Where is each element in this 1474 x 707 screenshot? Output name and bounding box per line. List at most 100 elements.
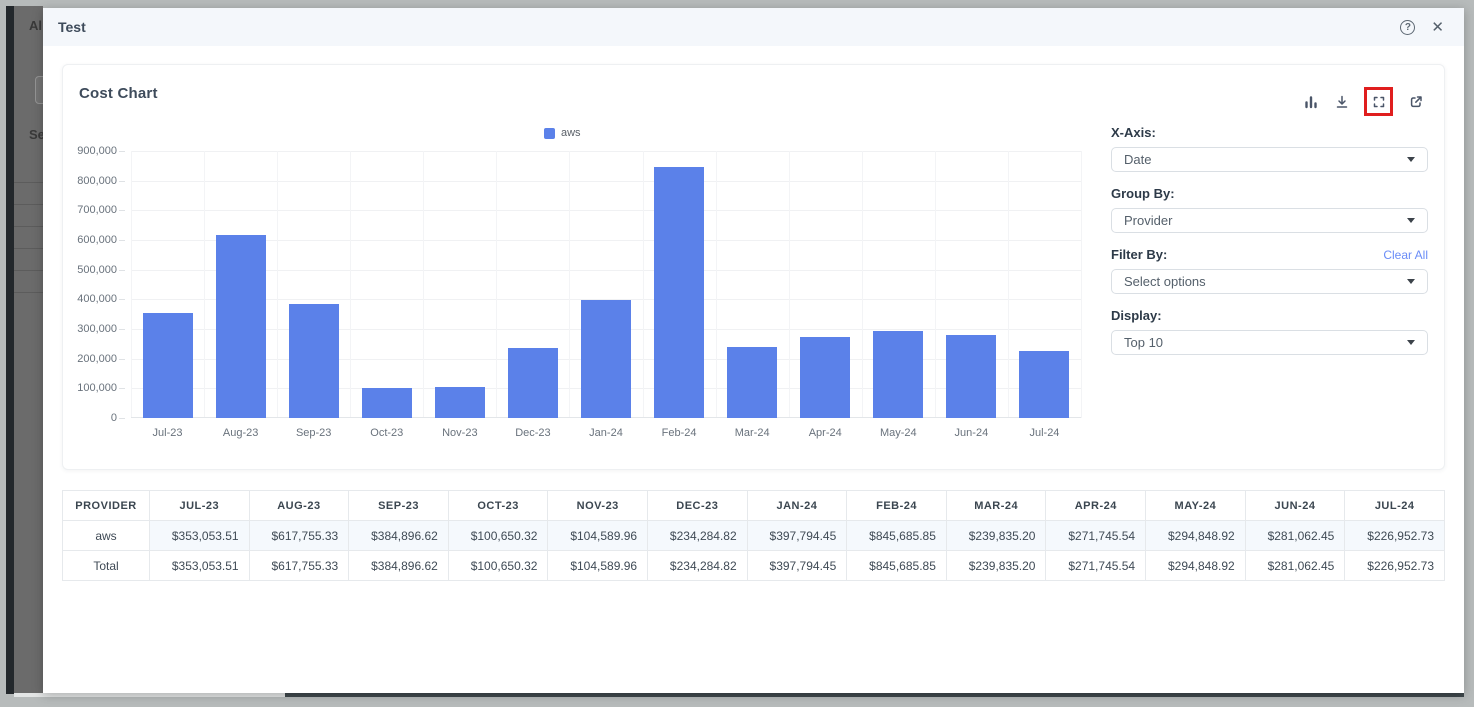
chart-bar-Apr-24[interactable] bbox=[800, 337, 850, 418]
x-tick-label: Dec-23 bbox=[515, 427, 551, 439]
x-tick-label: Jul-24 bbox=[1029, 427, 1060, 439]
y-tick bbox=[119, 210, 125, 212]
table-cell-value: $281,062.45 bbox=[1244, 550, 1346, 581]
chart-bar-Jul-24[interactable] bbox=[1019, 351, 1069, 418]
gridline bbox=[569, 151, 571, 418]
gridline bbox=[934, 151, 936, 418]
display-selected-value: Top 10 bbox=[1124, 335, 1164, 350]
table-cell-value: $617,755.33 bbox=[248, 520, 350, 551]
gridline bbox=[131, 151, 1081, 152]
cost-chart-card: Cost Chart aws 0 100,000 200,000 300,000 400… bbox=[62, 64, 1445, 470]
x-axis-label: X-Axis: bbox=[1111, 125, 1156, 140]
background-table-line bbox=[14, 292, 43, 293]
close-icon[interactable]: ✕ bbox=[1431, 18, 1444, 36]
y-tick bbox=[119, 240, 125, 241]
chart-bar-Nov-23[interactable] bbox=[435, 387, 485, 418]
table-cell-value: $226,952.73 bbox=[1344, 550, 1445, 581]
background-clipped-text: Al bbox=[29, 18, 42, 33]
gridline bbox=[350, 151, 352, 418]
table-cell-value: $234,284.82 bbox=[647, 520, 748, 551]
legend-item-aws[interactable]: aws bbox=[544, 127, 581, 139]
chevron-down-icon bbox=[1407, 157, 1415, 162]
display-select[interactable]: Top 10 bbox=[1111, 330, 1428, 355]
bar-chart-plot bbox=[131, 151, 1082, 418]
table-header-nov-23: NOV-23 bbox=[547, 490, 649, 521]
table-cell-value: $384,896.62 bbox=[348, 520, 449, 551]
chart-bar-Feb-24[interactable] bbox=[654, 167, 704, 418]
table-row-total: Total $353,053.51 $617,755.33 $384,896.62 $1… bbox=[62, 550, 1445, 581]
legend-swatch bbox=[544, 127, 555, 139]
table-header-jan-24: JAN-24 bbox=[746, 490, 848, 521]
group-by-selected-value: Provider bbox=[1124, 213, 1173, 228]
chart-bar-Aug-23[interactable] bbox=[216, 235, 266, 418]
x-tick-label: Nov-23 bbox=[442, 427, 478, 439]
x-tick-label: Sep-23 bbox=[295, 427, 332, 439]
table-header-apr-24: APR-24 bbox=[1045, 490, 1147, 521]
chart-bar-May-24[interactable] bbox=[873, 331, 923, 418]
y-tick bbox=[119, 299, 125, 301]
chevron-down-icon bbox=[1407, 340, 1415, 345]
cost-table: PROVIDER JUL-23 AUG-23 SEP-23 OCT-23 NOV-23 DE… bbox=[62, 490, 1445, 581]
group-by-select[interactable]: Provider bbox=[1111, 208, 1428, 233]
chart-bar-Jul-23[interactable] bbox=[143, 313, 193, 418]
x-tick-label: Oct-23 bbox=[370, 427, 404, 439]
table-cell-value: $226,952.73 bbox=[1344, 520, 1445, 551]
chevron-down-icon bbox=[1407, 218, 1415, 223]
window-bottom-edge bbox=[14, 693, 285, 697]
gridline bbox=[204, 151, 206, 418]
table-cell-value: $234,284.82 bbox=[647, 550, 748, 581]
table-header-oct-23: OCT-23 bbox=[447, 490, 549, 521]
table-cell-value: $845,685.85 bbox=[846, 520, 947, 551]
clear-all-link[interactable]: Clear All bbox=[1383, 248, 1428, 262]
gridline bbox=[1081, 151, 1082, 418]
y-tick bbox=[119, 151, 125, 152]
table-cell-provider: aws bbox=[62, 520, 150, 551]
table-cell-value: $294,848.92 bbox=[1145, 550, 1246, 581]
y-tick-label: 300,000 bbox=[77, 323, 117, 335]
open-in-new-icon[interactable] bbox=[1407, 93, 1424, 110]
y-tick-label: 400,000 bbox=[77, 293, 117, 306]
chart-bar-Jun-24[interactable] bbox=[946, 335, 996, 418]
background-table-line bbox=[14, 226, 43, 227]
chart-bar-Jan-24[interactable] bbox=[581, 300, 631, 418]
x-tick-label: Mar-24 bbox=[734, 427, 770, 439]
background-search-box bbox=[35, 76, 43, 104]
annotation-highlight-box bbox=[1364, 87, 1393, 116]
display-label: Display: bbox=[1111, 308, 1162, 323]
x-axis-labels: Jul-23 Aug-23 Sep-23 Oct-23 Nov-23 Dec-23 Jan-… bbox=[131, 427, 1081, 443]
table-header-provider: PROVIDER bbox=[62, 490, 150, 521]
background-table-line bbox=[14, 270, 43, 271]
table-cell-value: $384,896.62 bbox=[348, 550, 449, 581]
x-axis-select[interactable]: Date bbox=[1111, 147, 1428, 172]
chart-bar-Mar-24[interactable] bbox=[727, 347, 777, 418]
filter-by-select[interactable]: Select options bbox=[1111, 269, 1428, 294]
gridline bbox=[131, 180, 1081, 182]
y-tick bbox=[119, 269, 125, 271]
table-header-jul-23: JUL-23 bbox=[149, 490, 250, 521]
gridline bbox=[131, 240, 1081, 241]
table-header-may-24: MAY-24 bbox=[1145, 490, 1246, 521]
chart-type-icon[interactable] bbox=[1302, 93, 1319, 110]
gridline bbox=[131, 151, 132, 418]
table-cell-value: $281,062.45 bbox=[1244, 520, 1346, 551]
chart-bar-Oct-23[interactable] bbox=[362, 388, 412, 418]
table-cell-value: $353,053.51 bbox=[149, 550, 250, 581]
chart-bar-Dec-23[interactable] bbox=[508, 348, 558, 418]
modal-title: Test bbox=[58, 19, 86, 35]
gridline bbox=[131, 269, 1081, 271]
legend-label: aws bbox=[561, 127, 581, 139]
download-icon[interactable] bbox=[1333, 93, 1350, 110]
gridline bbox=[642, 151, 644, 418]
table-cell-value: $104,589.96 bbox=[547, 550, 649, 581]
x-tick-label: Apr-24 bbox=[808, 427, 842, 439]
help-icon[interactable]: ? bbox=[1400, 19, 1416, 35]
table-cell-value: $271,745.54 bbox=[1045, 550, 1147, 581]
gridline bbox=[715, 151, 717, 418]
chart-bar-Sep-23[interactable] bbox=[289, 304, 339, 418]
test-modal: Test ? ✕ Cost Chart bbox=[43, 8, 1464, 693]
y-tick-label: 600,000 bbox=[77, 234, 117, 246]
background-app-sidebar bbox=[6, 6, 14, 694]
y-tick bbox=[119, 180, 125, 182]
fullscreen-icon[interactable] bbox=[1370, 93, 1387, 110]
table-header-feb-24: FEB-24 bbox=[846, 490, 947, 521]
